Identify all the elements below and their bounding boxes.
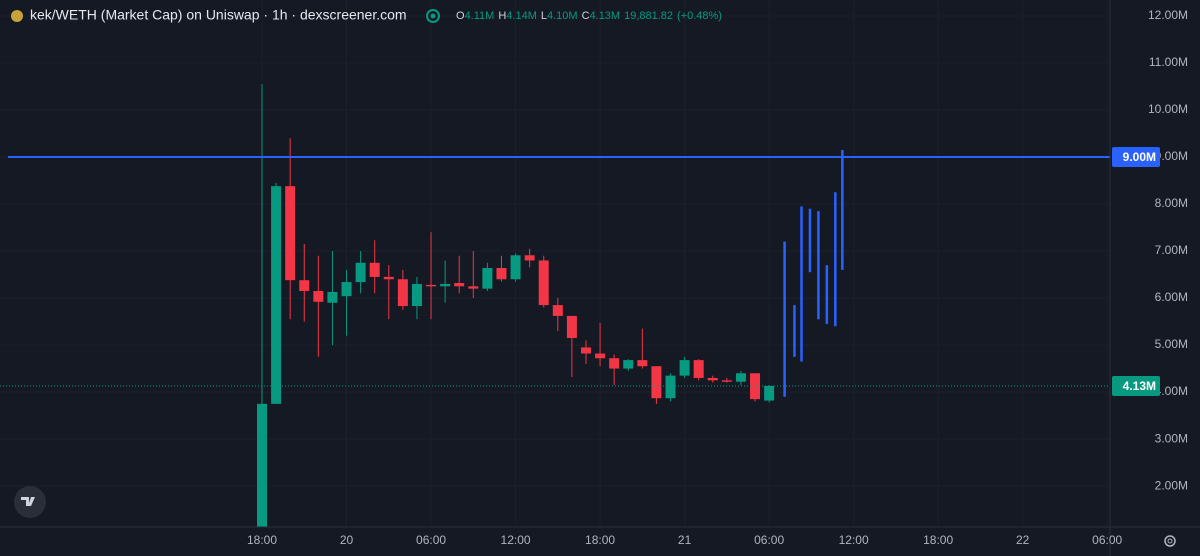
status-icon (430, 13, 436, 19)
candle-body (679, 360, 690, 376)
candle-body (665, 375, 676, 399)
candle-body (411, 283, 422, 307)
candle-body (327, 291, 338, 303)
ohlc-legend: O4.11M H4.14M L4.10M C4.13M 19,881.82 (+0.48%… (456, 10, 722, 22)
candle-body (580, 347, 591, 354)
legend-label: O (456, 10, 465, 22)
price-label: 4.13M (1123, 379, 1156, 393)
candle-body (735, 373, 746, 382)
x-tick-label: 20 (340, 533, 354, 547)
candle-body (285, 186, 296, 281)
y-tick-label: 6.00M (1155, 290, 1188, 304)
candle-body (623, 360, 634, 369)
price-label: 9.00M (1123, 150, 1156, 164)
y-tick-label: 12.00M (1148, 8, 1188, 22)
y-tick-label: 10.00M (1148, 102, 1188, 116)
settings-icon (1167, 538, 1173, 544)
y-tick-label: 2.00M (1155, 478, 1188, 492)
token-icon (11, 10, 23, 22)
candle-body (440, 283, 451, 287)
candle-body (482, 267, 493, 289)
candle-body (651, 366, 662, 399)
x-tick-label: 18:00 (585, 533, 615, 547)
legend-value: 4.10M (547, 10, 578, 22)
price-label-box (1112, 375, 1160, 396)
candle-body (257, 403, 268, 527)
candle-body (552, 305, 563, 316)
price-label-box (1112, 147, 1160, 168)
candle-body (397, 279, 408, 307)
plot-area (0, 84, 1110, 527)
candle-body (538, 260, 549, 306)
candle-body (566, 315, 577, 339)
axes: 2.00M 3.00M 4.00M 5.00M 6.00M 7.00M 8.00M 9.00M… (247, 8, 1188, 547)
candle-body (271, 186, 282, 404)
x-tick-label: 06:00 (754, 533, 784, 547)
legend-label: H (498, 10, 506, 22)
candle-body (299, 280, 310, 292)
candle-body (637, 360, 648, 367)
candle-body (750, 373, 761, 400)
chart-title: kek/WETH (Market Cap) on Uniswap · 1h · … (30, 7, 407, 23)
candle-body (454, 283, 465, 287)
legend-value: 4.13M (590, 10, 621, 22)
x-tick-label: 18:00 (923, 533, 953, 547)
candle-body (764, 385, 775, 401)
candle-body (383, 276, 394, 280)
candle-body (595, 353, 606, 359)
x-tick-label: 12:00 (501, 533, 531, 547)
y-tick-label: 7.00M (1155, 243, 1188, 257)
candle-body (341, 282, 352, 297)
x-tick-label: 21 (678, 533, 692, 547)
y-tick-label: 8.00M (1155, 196, 1188, 210)
y-tick-label: 5.00M (1155, 337, 1188, 351)
y-tick-label: 3.00M (1155, 431, 1188, 445)
x-tick-label: 06:00 (1092, 533, 1122, 547)
candle-body (609, 358, 620, 369)
legend-value: 4.11M (465, 10, 495, 22)
tv-logo-glyph (21, 497, 35, 506)
x-tick-label: 06:00 (416, 533, 446, 547)
candle-body (468, 286, 479, 289)
candle-body (496, 267, 507, 280)
x-tick-label: 18:00 (247, 533, 277, 547)
legend-change: 19,881.82 (624, 10, 673, 22)
y-tick-label: 11.00M (1149, 55, 1188, 69)
settings-button[interactable] (1164, 535, 1176, 547)
candle-body (369, 262, 380, 277)
candle-body (707, 377, 718, 381)
candle-body (510, 255, 521, 280)
legend-label: C (582, 10, 590, 22)
status-icon (426, 9, 440, 23)
candle-body (721, 380, 732, 382)
candle-body (693, 360, 704, 378)
y-tick-label: 9.00M (1155, 149, 1188, 163)
x-tick-label: 22 (1016, 533, 1030, 547)
candle-body (355, 262, 366, 283)
candle-body (426, 284, 437, 287)
legend-value: 4.14M (506, 10, 537, 22)
x-tick-label: 12:00 (839, 533, 869, 547)
legend-label: L (541, 10, 547, 22)
candle-body (313, 291, 324, 302)
candle-body (524, 255, 535, 261)
y-tick-label: 4.00M (1155, 384, 1188, 398)
legend-change-pct: (+0.48%) (677, 10, 722, 22)
